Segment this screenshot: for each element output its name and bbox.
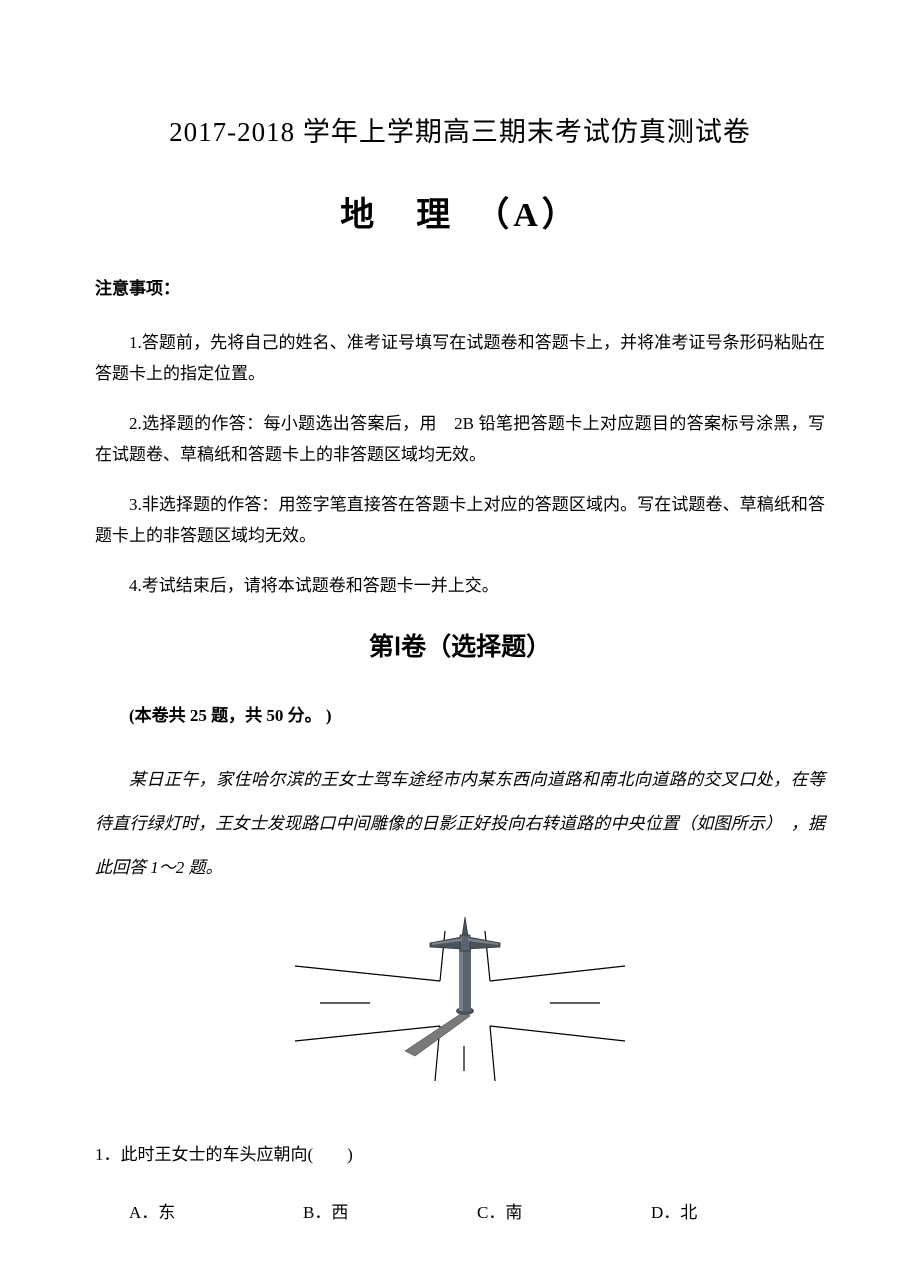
figure-intersection — [95, 911, 825, 1096]
instruction-4: 4.考试结束后，请将本试题卷和答题卡一并上交。 — [95, 570, 825, 601]
instruction-3: 3.非选择题的作答：用签字笔直接答在答题卡上对应的答题区域内。写在试题卷、草稿纸… — [95, 489, 825, 552]
title-subject: 地 理 （A） — [95, 187, 825, 236]
option-c: C．南 — [477, 1198, 651, 1223]
section-note: (本卷共 25 题，共 50 分。 ) — [95, 701, 825, 726]
question-1-options: A．东 B．西 C．南 D．北 — [95, 1198, 825, 1223]
question-number: 1． — [95, 1145, 121, 1164]
passage-text: 某日正午，家住哈尔滨的王女士驾车途经市内某东西向道路和南北向道路的交叉口处，在等… — [95, 758, 825, 891]
question-text: 此时王女士的车头应朝向( ) — [121, 1145, 353, 1164]
option-a: A．东 — [129, 1198, 303, 1223]
title-main: 2017-2018 学年上学期高三期末考试仿真测试卷 — [95, 110, 825, 149]
question-1: 1．此时王女士的车头应朝向( ) — [95, 1141, 825, 1168]
option-d: D．北 — [651, 1198, 825, 1223]
instruction-1: 1.答题前，先将自己的姓名、准考证号填写在试题卷和答题卡上，并将准考证号条形码粘… — [95, 327, 825, 390]
option-b: B．西 — [303, 1198, 477, 1223]
notice-header: 注意事项： — [95, 274, 825, 299]
intersection-diagram — [290, 911, 630, 1091]
section-header: 第Ⅰ卷（选择题） — [95, 627, 825, 663]
instruction-2: 2.选择题的作答：每小题选出答案后，用 2B 铅笔把答题卡上对应题目的答案标号涂… — [95, 408, 825, 471]
